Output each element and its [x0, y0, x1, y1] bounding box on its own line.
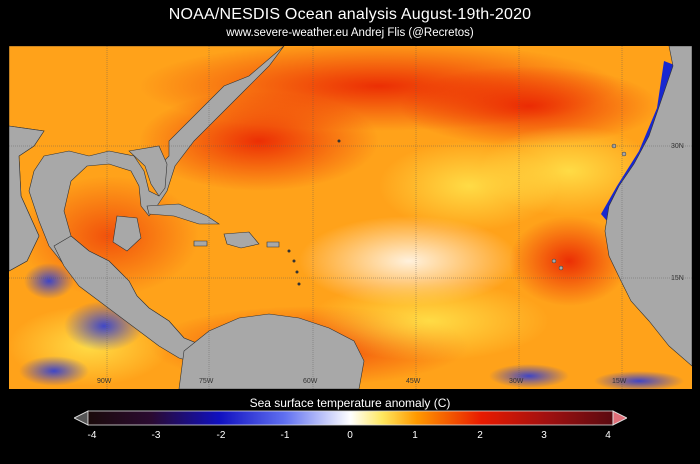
colorbar-tick: 0	[347, 430, 353, 441]
africa-land	[604, 46, 692, 367]
colorbar-max-arrow	[612, 410, 627, 426]
colorbar	[74, 410, 627, 426]
hispaniola	[223, 231, 260, 249]
lon-label-45w: 45W	[406, 378, 421, 385]
colorbar-tick: 3	[541, 430, 547, 441]
colorbar-tick: 1	[412, 430, 418, 441]
map-title: NOAA/NESDIS Ocean analysis August-19th-2…	[168, 6, 532, 23]
mexico-central-america	[9, 125, 45, 272]
colorbar-tick: 4	[605, 430, 611, 441]
lat-label-15n: 15N	[671, 275, 684, 282]
lon-label-60w: 60W	[303, 378, 318, 385]
lat-label-30n: 30N	[671, 143, 684, 150]
lon-label-75w: 75W	[199, 378, 214, 385]
colorbar-title: Sea surface temperature anomaly (C)	[249, 396, 451, 410]
colorbar-tick: -4	[87, 430, 97, 441]
florida	[128, 145, 168, 197]
lon-label-90w: 90W	[97, 378, 112, 385]
puerto-rico	[266, 241, 280, 248]
sst-anomaly-map: 30N 15N 90W 75W 60W 45W 30W 15W	[9, 46, 692, 389]
colorbar-min-arrow	[74, 410, 89, 426]
lon-label-30w: 30W	[509, 378, 524, 385]
colorbar-gradient	[87, 410, 614, 426]
colorbar-tick: -3	[151, 430, 161, 441]
lon-label-15w: 15W	[612, 378, 627, 385]
colorbar-tick: -2	[216, 430, 226, 441]
south-america-land	[178, 313, 365, 389]
colorbar-tick: 2	[477, 430, 483, 441]
map-subtitle: www.severe-weather.eu Andrej Flis (@Recr…	[226, 27, 474, 39]
colorbar-tick: -1	[280, 430, 290, 441]
